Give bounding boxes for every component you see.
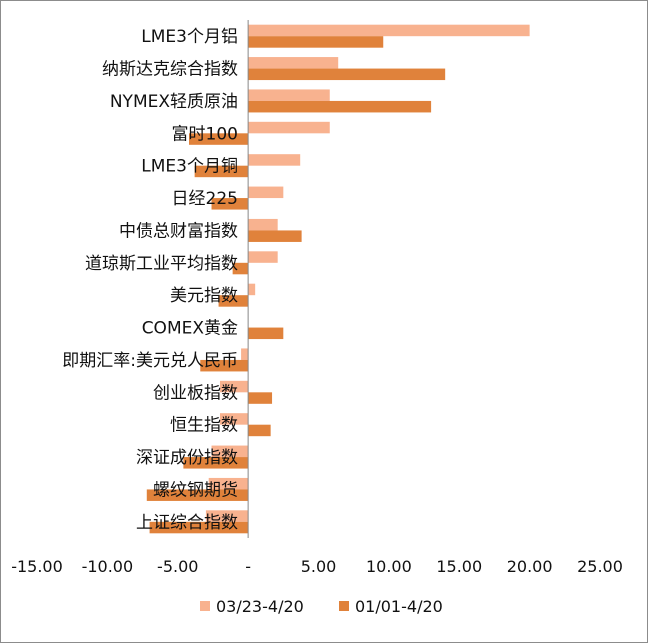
bar-series-2-15 bbox=[149, 521, 249, 534]
x-tick-label: -5.00 bbox=[157, 557, 198, 576]
x-tick-label: -15.00 bbox=[11, 557, 63, 576]
category-label: 即期汇率:美元兑人民币 bbox=[62, 351, 238, 371]
category-label: 螺纹钢期货 bbox=[153, 480, 238, 500]
x-tick-label: 10.00 bbox=[366, 557, 412, 576]
category-label: 日经225 bbox=[172, 189, 238, 209]
category-label: 道琼斯工业平均指数 bbox=[85, 254, 238, 274]
x-tick-label: 25.00 bbox=[577, 557, 623, 576]
bar-series-1-2 bbox=[248, 89, 330, 101]
legend: 03/23-4/20 01/01-4/20 bbox=[200, 597, 443, 616]
category-label: COMEX黄金 bbox=[142, 319, 238, 339]
x-axis-tick-labels: -15.00 -10.00 -5.00-5.00 10.00 15.00 20.00 25.… bbox=[11, 557, 623, 576]
category-label: 恒生指数 bbox=[170, 416, 238, 436]
x-tick-label: - bbox=[245, 557, 251, 576]
bar-series-1-11 bbox=[219, 380, 249, 393]
bar-series-2-10 bbox=[200, 359, 249, 372]
bar-series-2-14 bbox=[146, 489, 249, 501]
bars-layer bbox=[146, 24, 530, 534]
bar-series-2-11 bbox=[248, 392, 273, 404]
bar-series-1-0 bbox=[248, 24, 530, 37]
legend-label-series-2: 01/01-4/20 bbox=[355, 597, 443, 616]
bar-series-2-12 bbox=[248, 424, 271, 437]
category-label: 创业板指数 bbox=[153, 383, 238, 403]
x-tick-label: 20.00 bbox=[507, 557, 553, 576]
bar-series-1-6 bbox=[248, 218, 278, 231]
bar-series-2-4 bbox=[194, 165, 249, 178]
x-tick-label: 15.00 bbox=[436, 557, 482, 576]
bar-series-1-8 bbox=[248, 283, 256, 296]
category-label: 美元指数 bbox=[170, 286, 238, 306]
bar-series-2-5 bbox=[211, 198, 249, 210]
bar-series-2-8 bbox=[218, 295, 249, 307]
category-label: 上证综合指数 bbox=[136, 513, 238, 533]
bar-series-1-5 bbox=[248, 186, 284, 199]
bar-series-1-15 bbox=[205, 510, 249, 522]
legend-swatch-series-1 bbox=[200, 601, 210, 611]
category-label: LME3个月铝 bbox=[141, 27, 238, 47]
category-label: 中债总财富指数 bbox=[119, 221, 238, 241]
legend-label-series-1: 03/23-4/20 bbox=[216, 597, 304, 616]
legend-swatch-series-2 bbox=[339, 601, 349, 611]
bar-series-2-6 bbox=[248, 230, 302, 242]
bar-series-1-12 bbox=[219, 413, 249, 425]
bar-series-1-14 bbox=[208, 477, 249, 490]
category-label: NYMEX轻质原油 bbox=[110, 92, 238, 112]
category-label: 富时100 bbox=[172, 124, 238, 144]
bar-series-1-3 bbox=[248, 121, 330, 134]
bar-series-1-7 bbox=[248, 251, 278, 263]
bar-series-2-0 bbox=[248, 36, 384, 48]
category-label: 深证成份指数 bbox=[136, 448, 238, 468]
bar-series-2-3 bbox=[189, 133, 249, 145]
bar-series-2-9 bbox=[248, 327, 284, 340]
bar-series-2-1 bbox=[248, 68, 446, 81]
x-tick-label: 5.00 bbox=[301, 557, 337, 576]
category-label: 纳斯达克综合指数 bbox=[102, 60, 238, 80]
bar-series-1-13 bbox=[211, 445, 249, 458]
category-label: LME3个月铜 bbox=[141, 157, 238, 177]
bar-series-2-2 bbox=[248, 100, 432, 113]
bar-series-2-13 bbox=[183, 457, 249, 469]
bar-series-2-7 bbox=[232, 262, 249, 275]
bar-series-1-10 bbox=[241, 348, 249, 360]
x-tick-label: -10.00 bbox=[82, 557, 134, 576]
bar-series-1-1 bbox=[248, 57, 339, 69]
bar-series-1-4 bbox=[248, 154, 301, 166]
